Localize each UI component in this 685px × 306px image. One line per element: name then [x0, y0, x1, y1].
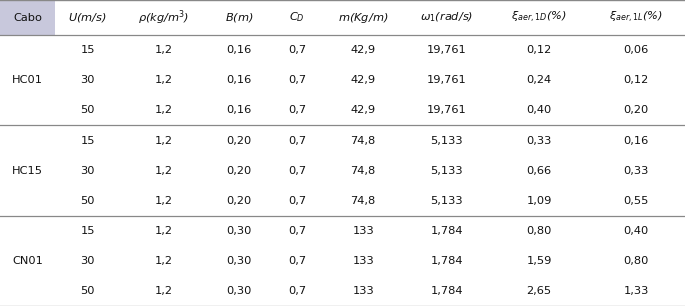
- Text: 5,133: 5,133: [430, 136, 463, 146]
- Text: 0,30: 0,30: [227, 226, 252, 236]
- Text: 50: 50: [80, 196, 95, 206]
- Text: 0,7: 0,7: [288, 45, 306, 55]
- Text: 0,40: 0,40: [527, 105, 551, 115]
- Text: 0,16: 0,16: [227, 45, 252, 55]
- Text: 1,784: 1,784: [430, 286, 463, 296]
- Text: 50: 50: [80, 286, 95, 296]
- Text: $\omega_1$(rad/s): $\omega_1$(rad/s): [420, 11, 473, 24]
- Text: 0,16: 0,16: [227, 105, 252, 115]
- Text: 1,2: 1,2: [155, 45, 173, 55]
- Text: 1,2: 1,2: [155, 196, 173, 206]
- Text: 1,2: 1,2: [155, 136, 173, 146]
- Text: $C_D$: $C_D$: [289, 11, 305, 24]
- Text: $U$(m/s): $U$(m/s): [68, 11, 107, 24]
- Text: 0,7: 0,7: [288, 286, 306, 296]
- Text: 0,40: 0,40: [624, 226, 649, 236]
- Text: 0,20: 0,20: [227, 166, 252, 176]
- Text: 74,8: 74,8: [351, 136, 376, 146]
- Text: 0,55: 0,55: [623, 196, 649, 206]
- Text: 0,33: 0,33: [526, 136, 552, 146]
- Text: 0,20: 0,20: [227, 196, 252, 206]
- Text: 1,2: 1,2: [155, 166, 173, 176]
- Text: 1,09: 1,09: [526, 196, 552, 206]
- Text: HC01: HC01: [12, 75, 43, 85]
- Text: 15: 15: [80, 45, 95, 55]
- Text: 0,20: 0,20: [227, 136, 252, 146]
- Text: 0,24: 0,24: [527, 75, 551, 85]
- Text: $B$(m): $B$(m): [225, 11, 253, 24]
- Text: CN01: CN01: [12, 256, 43, 266]
- Text: 1,784: 1,784: [430, 226, 463, 236]
- Text: $\xi_{aer,1D}$(%): $\xi_{aer,1D}$(%): [511, 10, 567, 25]
- Text: 1,2: 1,2: [155, 256, 173, 266]
- Text: 0,66: 0,66: [527, 166, 551, 176]
- Text: 0,20: 0,20: [624, 105, 649, 115]
- Text: 19,761: 19,761: [427, 105, 466, 115]
- Text: 0,7: 0,7: [288, 256, 306, 266]
- Text: 50: 50: [80, 105, 95, 115]
- Text: 74,8: 74,8: [351, 196, 376, 206]
- Text: 0,7: 0,7: [288, 105, 306, 115]
- Text: 1,2: 1,2: [155, 75, 173, 85]
- Text: 30: 30: [80, 256, 95, 266]
- Text: 42,9: 42,9: [351, 105, 376, 115]
- Text: 74,8: 74,8: [351, 166, 376, 176]
- Text: 0,7: 0,7: [288, 136, 306, 146]
- Text: 1,33: 1,33: [623, 286, 649, 296]
- Text: 0,12: 0,12: [527, 45, 551, 55]
- Text: Cabo: Cabo: [13, 13, 42, 23]
- Text: $m$(Kg/m): $m$(Kg/m): [338, 11, 388, 24]
- Text: 133: 133: [352, 286, 374, 296]
- Text: 5,133: 5,133: [430, 196, 463, 206]
- Text: 5,133: 5,133: [430, 166, 463, 176]
- Text: 0,7: 0,7: [288, 226, 306, 236]
- Text: 1,2: 1,2: [155, 105, 173, 115]
- Text: 0,06: 0,06: [624, 45, 649, 55]
- Text: 0,7: 0,7: [288, 196, 306, 206]
- Text: $\xi_{aer,1L}$(%): $\xi_{aer,1L}$(%): [610, 10, 663, 25]
- Text: 0,80: 0,80: [526, 226, 552, 236]
- Text: 30: 30: [80, 166, 95, 176]
- Text: 133: 133: [352, 256, 374, 266]
- Text: 19,761: 19,761: [427, 45, 466, 55]
- Text: 0,33: 0,33: [623, 166, 649, 176]
- Text: 0,7: 0,7: [288, 75, 306, 85]
- Text: 1,2: 1,2: [155, 286, 173, 296]
- Text: $\rho$(kg/m$^3$): $\rho$(kg/m$^3$): [138, 8, 189, 27]
- Text: 0,16: 0,16: [624, 136, 649, 146]
- Text: HC15: HC15: [12, 166, 43, 176]
- Text: 15: 15: [80, 136, 95, 146]
- Text: 19,761: 19,761: [427, 75, 466, 85]
- Text: 30: 30: [80, 75, 95, 85]
- Text: 0,30: 0,30: [227, 256, 252, 266]
- Text: 1,784: 1,784: [430, 256, 463, 266]
- Text: 0,30: 0,30: [227, 286, 252, 296]
- Text: 1,2: 1,2: [155, 226, 173, 236]
- Text: 1,59: 1,59: [526, 256, 552, 266]
- Text: 0,12: 0,12: [624, 75, 649, 85]
- Text: 15: 15: [80, 226, 95, 236]
- Text: 0,16: 0,16: [227, 75, 252, 85]
- Text: 42,9: 42,9: [351, 75, 376, 85]
- Text: 0,80: 0,80: [623, 256, 649, 266]
- Text: 133: 133: [352, 226, 374, 236]
- Text: 2,65: 2,65: [527, 286, 551, 296]
- Text: 42,9: 42,9: [351, 45, 376, 55]
- Bar: [0, 0, 55, 35]
- Text: 0,7: 0,7: [288, 166, 306, 176]
